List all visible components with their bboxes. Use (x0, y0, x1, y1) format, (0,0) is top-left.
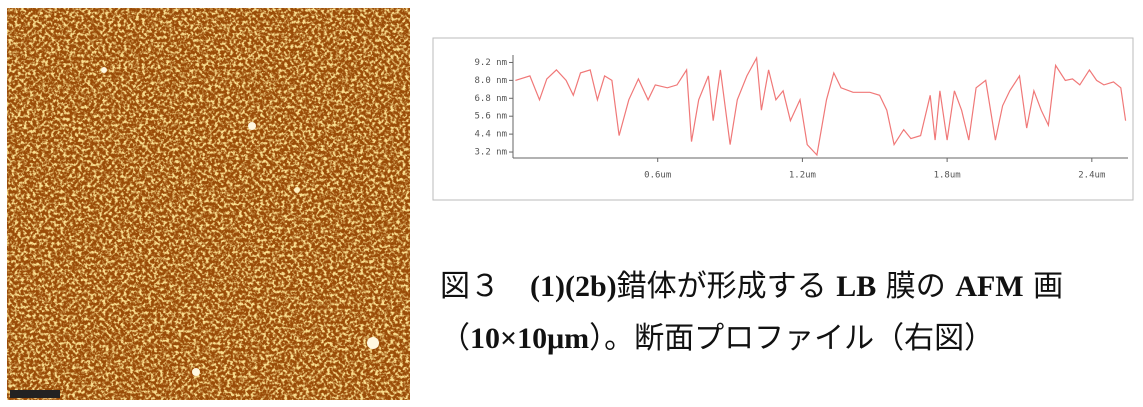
x-tick-label: 2.4um (1078, 171, 1105, 181)
x-tick-label: 1.8um (934, 171, 961, 181)
x-tick-label: 0.6um (644, 171, 671, 181)
caption-line: （10×10μm）。断面プロファイル（右図） (440, 321, 994, 356)
caption-segment: ）。断面プロファイル（右図） (589, 321, 994, 356)
caption-segment: AFM (955, 270, 1023, 303)
afm-image (7, 8, 410, 400)
y-tick-label: 4.4 nm (474, 130, 507, 140)
y-tick-label: 8.0 nm (474, 76, 507, 86)
caption-segment: (1)(2b) (530, 270, 617, 303)
page: 9.2 nm 8.0 nm 6.8 nm 5.6 nm 4.4 nm 3.2 nm 0.6u… (0, 0, 1143, 407)
caption-segment: 膜の (876, 269, 955, 304)
y-tick-label: 9.2 nm (474, 58, 507, 68)
y-tick-label: 3.2 nm (474, 148, 507, 158)
caption-segment: 図３ (440, 269, 530, 304)
caption-segment: （ (440, 321, 470, 356)
y-tick-label: 6.8 nm (474, 94, 507, 104)
caption-segment: 錯体が形成する (617, 269, 837, 304)
caption-segment: LB (836, 270, 876, 303)
caption-segment: 10×10μm (470, 322, 589, 355)
caption-segment: 画 (1024, 269, 1064, 304)
figure: 9.2 nm 8.0 nm 6.8 nm 5.6 nm 4.4 nm 3.2 nm 0.6u… (0, 0, 1143, 407)
y-tick-label: 5.6 nm (474, 112, 507, 122)
x-tick-label: 1.2um (789, 171, 816, 181)
caption-line: 図３ (1)(2b)錯体が形成する LB 膜の AFM 画 (440, 269, 1063, 304)
